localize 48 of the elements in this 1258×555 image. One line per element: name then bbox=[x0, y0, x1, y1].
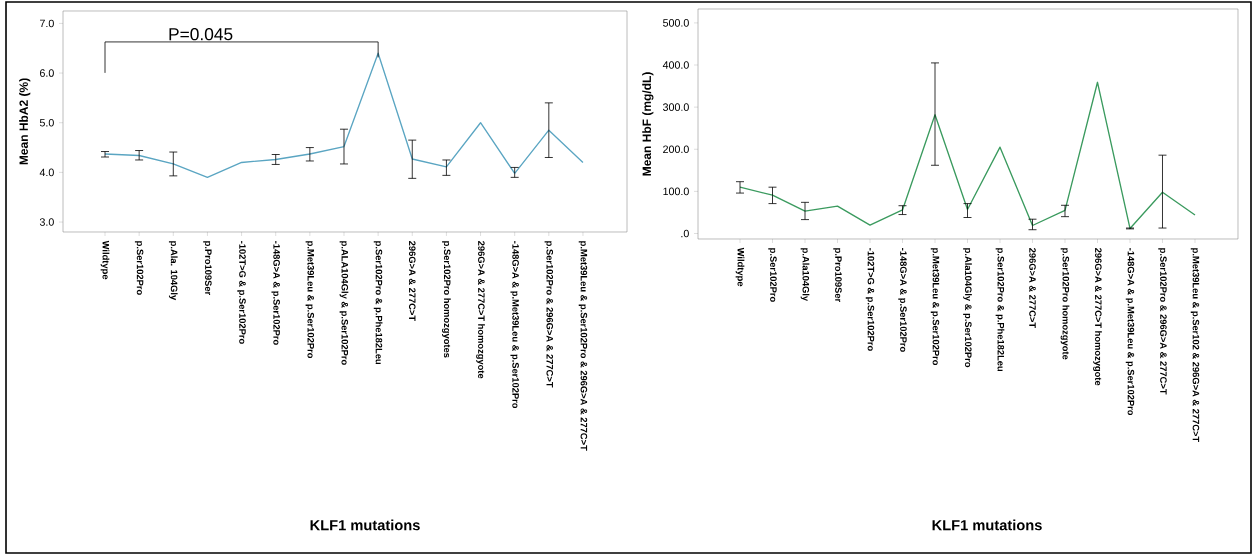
x-tick-label: p.Ala104Gly & p.Ser102Pro bbox=[963, 248, 972, 368]
x-tick-label: p.Ser102Pro & p.Phe182Leu bbox=[995, 248, 1005, 372]
y-tick-label: 6.0 bbox=[40, 69, 54, 77]
x-tick-label: Wildtype bbox=[735, 247, 745, 287]
x-tick-label: Wildtype bbox=[100, 240, 110, 280]
x-tick-label: p.Met39Leu & p.Ser102Pro & 296G>A & 277C>T bbox=[578, 241, 588, 451]
x-tick-label: 296G>A & 277C>T homozgyote bbox=[476, 241, 485, 379]
y-tick-label: 3.0 bbox=[39, 218, 54, 226]
y-tick-label: 500.0 bbox=[663, 19, 689, 27]
x-axis-title: KLF1 mutations bbox=[932, 519, 1042, 531]
y-tick-label: 4.0 bbox=[39, 168, 54, 177]
x-tick-label: p.Ser102Pro & 296G>A & 277C>T bbox=[544, 241, 554, 388]
x-tick-label: -148G>A & p.Met39Leu & p.Ser102Pro bbox=[1125, 248, 1135, 416]
y-axis-title: Mean HbA2 (%) bbox=[19, 78, 31, 165]
line-series bbox=[739, 81, 1196, 230]
annotation: P=0.045 bbox=[169, 28, 233, 41]
x-tick-label: -148G>A & p.Met39Leu & p.Ser102Pro bbox=[510, 241, 519, 409]
x-tick-label: p.Met39Leu & p.Ser102Pro bbox=[930, 248, 940, 366]
y-tick-label: 5.0 bbox=[39, 118, 54, 127]
x-tick-label: p.Ser102Pro & 296G>A & 277C>T bbox=[1158, 248, 1167, 395]
x-tick-label: -148G>A & p.Ser102Pro bbox=[898, 248, 907, 352]
x-axis-title: KLF1 mutations bbox=[310, 519, 420, 531]
x-tick-label: p.Ser102Pro homozgyote bbox=[1060, 248, 1070, 360]
y-axis-title: Mean HbF (mg/dL) bbox=[642, 72, 654, 176]
x-tick-label: 296G>A & 277C>T homozygote bbox=[1093, 248, 1102, 386]
y-tick-label: 300.0 bbox=[663, 103, 689, 111]
line-series bbox=[104, 52, 584, 179]
x-tick-label: p.ALA104Gly & p.Ser102Pro bbox=[339, 241, 349, 365]
x-tick-label: p.Pro109Ser bbox=[203, 241, 212, 296]
y-tick-label: 200.0 bbox=[663, 145, 689, 154]
x-tick-label: p.Met39Leu & p.Ser102Pro bbox=[305, 241, 315, 359]
y-tick-label: 7.0 bbox=[40, 19, 54, 28]
x-tick-label: 296G>A & 277C>T bbox=[1029, 248, 1036, 328]
x-tick-label: -102T>G & p.Ser102Pro bbox=[237, 241, 246, 344]
x-tick-label: p.Ser102Pro bbox=[134, 241, 144, 295]
x-tick-label: p.Pro109Ser bbox=[833, 248, 842, 303]
y-tick-label: 100.0 bbox=[663, 187, 689, 196]
x-tick-label: p.Ser102Pro & p.Phe182Leu bbox=[373, 241, 383, 365]
x-tick-label: p.Ser102Pro bbox=[768, 248, 777, 302]
x-tick-label: p.Ala104Gly bbox=[800, 248, 810, 302]
x-tick-label: p.Ser102Pro homozgyotes bbox=[442, 241, 451, 358]
x-tick-label: 296G>A & 277C>T bbox=[408, 241, 416, 321]
x-tick-label: -102T>G & p.Ser102Pro bbox=[865, 248, 875, 351]
y-tick-label: .0 bbox=[681, 229, 689, 238]
x-tick-label: -148G>A & p.Ser102Pro bbox=[271, 241, 280, 345]
x-tick-label: p.Ala. 104Gly bbox=[168, 241, 178, 301]
x-tick-label: p.Met39Leu & p.Ser102 & 296G>A & 277C>T bbox=[1190, 248, 1200, 443]
y-tick-label: 400.0 bbox=[662, 61, 689, 69]
